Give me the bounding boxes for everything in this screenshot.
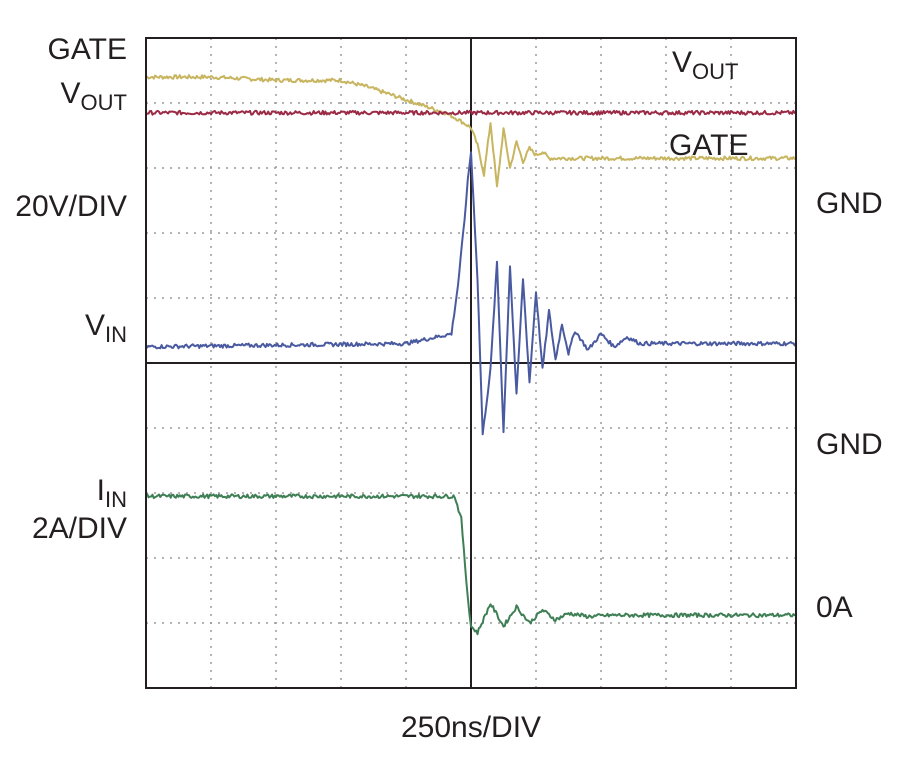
traces — [145, 74, 797, 636]
trace-gate — [145, 74, 797, 188]
x-axis-label: 250ns/DIV — [401, 711, 541, 744]
zero-amp-label: 0A — [816, 591, 853, 624]
plot-frame — [145, 37, 797, 689]
trace-iin — [145, 493, 796, 636]
vout-trace-label: VOUT — [672, 46, 738, 84]
gnd-upper-label: GND — [816, 187, 883, 220]
gate-label: GATE — [48, 33, 127, 66]
vin-label: VIN — [85, 309, 127, 347]
vertical-scale-label: 20V/DIV — [15, 190, 127, 223]
gate-trace-label: GATE — [669, 129, 748, 162]
current-scale-label: 2A/DIV — [32, 512, 127, 545]
trace-vout — [145, 109, 797, 116]
vout-label: VOUT — [61, 77, 127, 115]
iin-label: IIN — [97, 474, 127, 512]
trace-vin — [145, 151, 797, 436]
grid — [146, 38, 796, 688]
gnd-lower-label: GND — [816, 428, 883, 461]
